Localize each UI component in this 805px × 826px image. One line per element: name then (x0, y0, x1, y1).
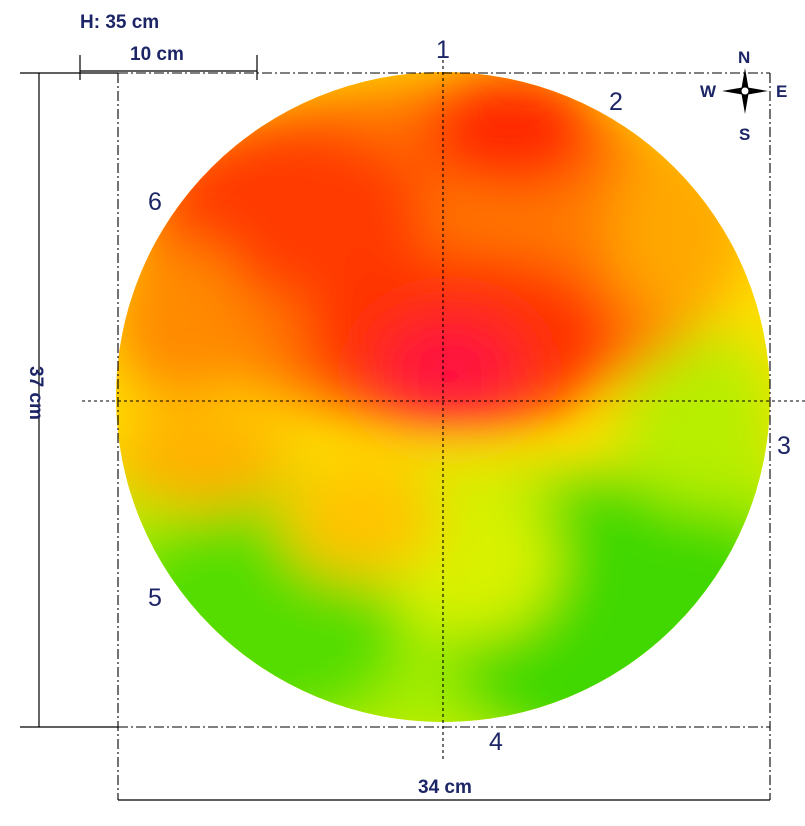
point-2-label: 2 (609, 88, 623, 116)
compass-west-label: W (700, 82, 717, 101)
vertical-dimension-label: 37 cm (25, 366, 46, 420)
horizontal-dimension-label: 34 cm (418, 777, 472, 798)
point-6-label: 6 (148, 188, 162, 216)
compass-rose-icon: N S W E (700, 48, 787, 144)
point-5-label: 5 (148, 584, 162, 612)
point-1-label: 1 (436, 36, 450, 64)
heatmap-disc (116, 72, 770, 722)
height-label: H: 35 cm (80, 12, 159, 33)
compass-east-label: E (776, 82, 787, 101)
compass-north-label: N (738, 48, 750, 67)
point-3-label: 3 (777, 432, 791, 460)
point-4-label: 4 (489, 728, 503, 756)
scale-bar-label: 10 cm (130, 44, 184, 65)
compass-south-label: S (739, 125, 750, 144)
dimension-lines (20, 55, 805, 801)
